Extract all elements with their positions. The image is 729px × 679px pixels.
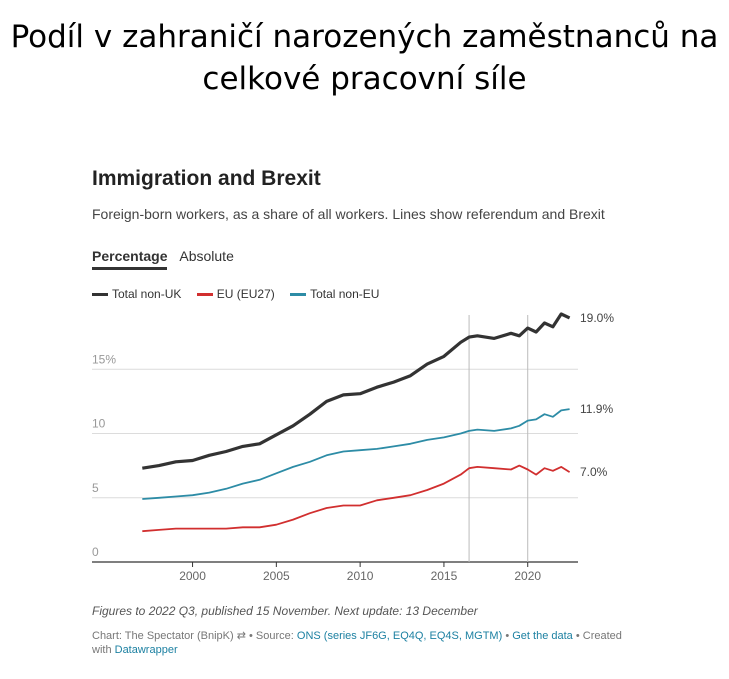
x-tick-label: 2010 <box>347 569 374 583</box>
tab-bar: Percentage Absolute <box>92 248 242 270</box>
series-line <box>142 312 571 470</box>
legend-label: Total non-UK <box>112 287 182 301</box>
x-tick-label: 2020 <box>514 569 541 583</box>
y-tick-label: 10 <box>92 417 106 431</box>
chart-credits: Chart: The Spectator (BnipK) ⇄ • Source:… <box>92 629 632 657</box>
chart-subtitle: Foreign-born workers, as a share of all … <box>92 206 605 222</box>
x-tick-label: 2000 <box>179 569 206 583</box>
legend-item: Total non-UK <box>92 287 181 301</box>
end-value-label: 7.0% <box>580 465 608 479</box>
end-value-label: 11.9% <box>580 402 613 416</box>
credit-chart: Chart: The Spectator (BnipK) <box>92 630 234 642</box>
tab-absolute[interactable]: Absolute <box>179 248 234 264</box>
legend-label: Total non-EU <box>310 287 380 301</box>
legend-swatch <box>196 293 213 297</box>
y-tick-label: 0 <box>92 545 99 559</box>
legend-swatch <box>290 293 307 297</box>
y-tick-label: 15% <box>92 352 116 366</box>
legend-item: EU (EU27) <box>196 287 275 301</box>
legend: Total non-UK EU (EU27) Total non-EU <box>92 287 391 301</box>
credit-icon: ⇄ <box>236 630 246 642</box>
end-value-label: 19.0% <box>580 311 614 325</box>
chart-notes: Figures to 2022 Q3, published 15 Novembe… <box>92 604 478 618</box>
source-link[interactable]: ONS (series JF6G, EQ4Q, EQ4S, MGTM) <box>296 630 503 642</box>
legend-label: EU (EU27) <box>216 287 275 301</box>
legend-item: Total non-EU <box>290 287 379 301</box>
credit-created: • Created with <box>92 630 622 656</box>
legend-swatch <box>92 293 108 297</box>
tab-percentage[interactable]: Percentage <box>92 248 168 270</box>
datawrapper-link[interactable]: Datawrapper <box>114 644 178 656</box>
credit-sep: • <box>505 630 510 642</box>
credit-source-label: • Source: <box>249 630 294 642</box>
y-tick-label: 5 <box>92 481 99 495</box>
series-line <box>142 464 571 533</box>
series-line <box>142 408 570 500</box>
chart-title: Immigration and Brexit <box>92 167 321 190</box>
x-tick-label: 2015 <box>431 569 458 583</box>
x-tick-label: 2005 <box>263 569 290 583</box>
slide-title: Podíl v zahraničí narozených zaměstnanců… <box>10 19 719 97</box>
get-data-link[interactable]: Get the data <box>512 630 573 642</box>
